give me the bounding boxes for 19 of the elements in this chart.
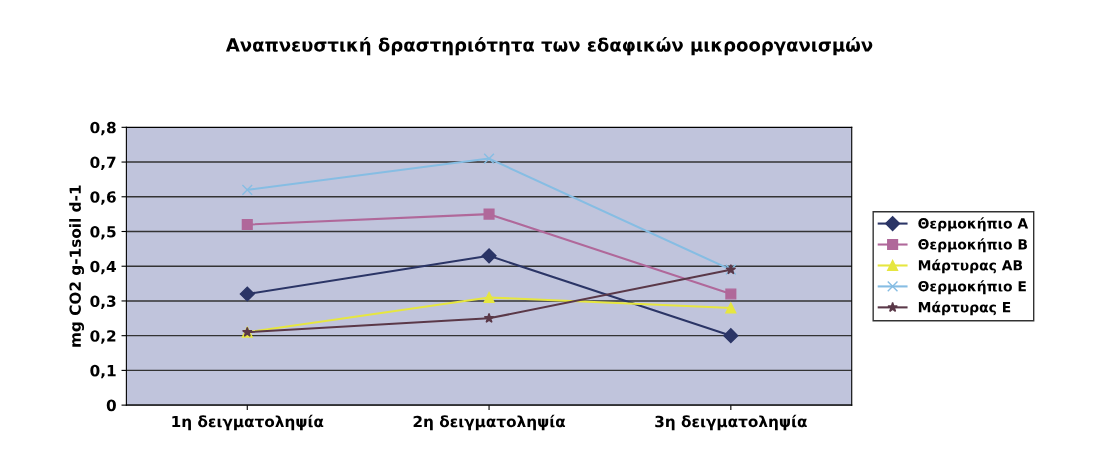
legend-label: Θερμοκήπιο Α [918,217,1029,232]
legend-label: Μάρτυρας Ε [918,301,1011,316]
y-tick-label: 0,6 [90,191,116,205]
y-tick-label: 0,7 [90,156,116,171]
legend-label: Μάρτυρας ΑΒ [918,259,1023,274]
legend-label: Θερμοκήπιο Ε [918,280,1026,295]
x-tick-label: 2η δειγματοληψία [413,414,566,431]
y-tick-label: 0,2 [90,330,116,344]
y-tick-label: 0,1 [90,364,116,379]
y-tick-label: 0,4 [90,260,116,275]
chart-title: Αναπνευστική δραστηριότητα των εδαφικών μικροοργανισμών [225,37,873,56]
y-tick-label: 0,5 [90,225,116,240]
y-tick-label: 0 [106,399,116,412]
y-axis-title: mg CO2 g-1soil d-1 [69,185,85,347]
x-tick-label: 1η δειγματοληψία [172,414,324,431]
x-tick-label: 3η δειγματοληψία [655,414,807,431]
y-tick-label: 0,8 [90,121,116,136]
legend-label: Θερμοκήπιο Β [918,238,1027,253]
y-tick-label: 0,3 [90,295,116,309]
